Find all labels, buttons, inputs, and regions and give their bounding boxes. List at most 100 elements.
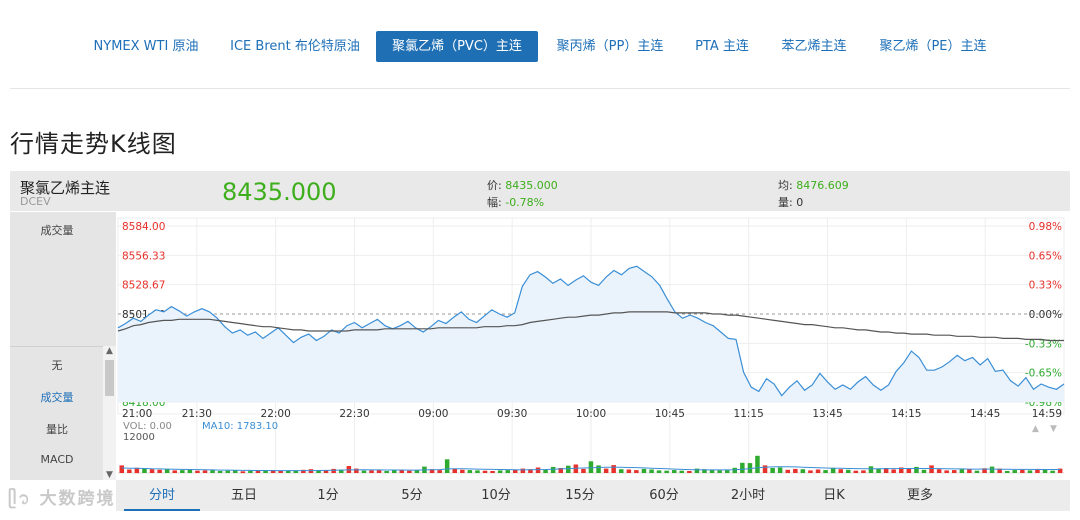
volume-bar	[157, 469, 162, 473]
volume-bar	[596, 465, 601, 473]
volume-bar	[740, 462, 745, 473]
period-tabs: 分时 五日 1分 5分 10分 15分 60分 2小时 日K 更多	[116, 480, 1070, 511]
sidebar-item-macd[interactable]: MACD	[40, 453, 74, 466]
volume-bar	[354, 468, 359, 473]
volume-bar	[959, 469, 965, 473]
volume-bar	[883, 468, 889, 473]
volume-bar	[717, 470, 722, 473]
volume-bar	[437, 470, 442, 473]
volume-bar	[369, 470, 374, 473]
volume-bar	[989, 466, 995, 473]
volume-bar	[195, 470, 200, 473]
volume-bar	[921, 469, 927, 473]
sidebar-item-none[interactable]: 无	[51, 359, 63, 372]
period-tab-five-day[interactable]: 五日	[230, 488, 257, 503]
sidebar-scrollbar[interactable]: ▲ ▼	[103, 346, 116, 480]
volume-bar	[233, 470, 238, 473]
tab-ice-brent[interactable]: ICE Brent 布伦特原油	[230, 39, 360, 54]
symbol-code: DCEV	[20, 195, 51, 208]
x-tick-label: 10:00	[576, 408, 606, 420]
volume-bar	[1005, 471, 1010, 473]
volume-bar	[785, 469, 790, 473]
volume-bar	[1057, 468, 1063, 473]
volume-bar	[187, 469, 193, 473]
volume-down-icon[interactable]: ▼	[1050, 424, 1057, 434]
sidebar-top-item[interactable]: 成交量	[40, 224, 74, 237]
volume-bar	[581, 468, 586, 473]
volume-bar	[316, 470, 321, 473]
volume-bar	[634, 470, 639, 473]
y-tick-label-right: 0.33%	[1029, 280, 1062, 292]
volume-bar	[119, 465, 124, 473]
volume-bar	[762, 465, 768, 473]
volume-bar	[861, 470, 866, 473]
volume-bar	[149, 469, 155, 473]
volume-bar	[475, 470, 480, 473]
volume-bar	[558, 468, 563, 473]
tab-pp[interactable]: 聚丙烯（PP）主连	[556, 39, 664, 54]
avg-stat-label: 均:	[778, 179, 793, 192]
period-tab-10min[interactable]: 10分	[481, 488, 511, 503]
period-tab-more[interactable]: 更多	[906, 488, 933, 503]
volume-bar	[255, 471, 261, 473]
avg-stat: 均: 8476.609	[778, 177, 849, 193]
volume-bar	[626, 469, 632, 473]
ma10-label: MA10: 1783.10	[202, 421, 278, 432]
period-tab-intraday[interactable]: 分时	[124, 480, 200, 511]
tab-pta[interactable]: PTA 主连	[695, 39, 749, 54]
volume-bar	[770, 468, 775, 473]
y-tick-label-left: 8528.67	[122, 280, 165, 292]
volume-bar	[899, 467, 904, 473]
scroll-thumb[interactable]	[105, 360, 114, 396]
volume-bar	[460, 469, 465, 473]
volume-bar	[301, 469, 306, 473]
volume-bar	[270, 470, 276, 473]
tab-pvc[interactable]: 聚氯乙烯（PVC）主连	[376, 31, 538, 62]
volume-bar	[777, 467, 783, 473]
volume-bar	[793, 468, 798, 473]
volume-bar	[603, 468, 609, 473]
volume-bar	[641, 468, 647, 473]
volume-bar	[407, 470, 412, 473]
sidebar-item-volume[interactable]: 成交量	[40, 391, 74, 404]
sidebar-item-volume-ratio[interactable]: 量比	[46, 423, 68, 436]
volume-bar	[611, 465, 616, 473]
period-tab-15min[interactable]: 15分	[565, 488, 595, 503]
x-tick-label: 14:59	[1032, 408, 1062, 420]
volume-bar	[490, 471, 495, 473]
change-stat-value: -0.78%	[505, 196, 545, 209]
sidebar-top-panel: 成交量	[10, 212, 116, 346]
volume-stat-value: 0	[796, 196, 804, 209]
x-tick-label: 13:45	[812, 408, 842, 420]
period-tab-1min[interactable]: 1分	[317, 488, 339, 503]
volume-bar	[755, 455, 760, 473]
y-tick-label-left: 8584.00	[122, 221, 165, 233]
scroll-up-icon[interactable]: ▲	[106, 346, 113, 356]
quote-info-bar: 聚氯乙烯主连 DCEV 8435.000 价: 8435.000 幅: -0.7…	[10, 171, 1070, 211]
volume-bar	[974, 470, 980, 473]
sidebar-separator	[10, 346, 103, 347]
volume-bar	[619, 469, 624, 473]
period-tab-2hour[interactable]: 2小时	[730, 488, 766, 503]
tab-styrene[interactable]: 苯乙烯主连	[781, 39, 847, 54]
y-tick-label-left: 8556.33	[122, 250, 165, 262]
volume-bar	[172, 470, 177, 473]
volume-up-icon[interactable]: ▲	[1032, 424, 1039, 434]
watermark-text: 大数跨境	[39, 489, 116, 509]
volume-bar	[376, 470, 382, 473]
change-stat: 幅: -0.78%	[487, 194, 544, 210]
x-tick-label: 22:00	[261, 408, 291, 420]
tab-pe[interactable]: 聚乙烯（PE）主连	[879, 39, 987, 54]
current-price: 8435.000	[222, 178, 337, 206]
tab-nymex-wti[interactable]: NYMEX WTI 原油	[93, 39, 199, 54]
volume-bar	[952, 470, 957, 473]
period-tab-60min[interactable]: 60分	[649, 488, 679, 503]
period-tab-daily[interactable]: 日K	[823, 488, 845, 503]
volume-bar	[520, 468, 526, 473]
volume-bar	[180, 470, 185, 473]
period-tab-5min[interactable]: 5分	[401, 488, 423, 503]
volume-bar	[482, 470, 488, 473]
volume-bar	[505, 470, 510, 473]
scroll-down-icon[interactable]: ▼	[106, 470, 113, 480]
